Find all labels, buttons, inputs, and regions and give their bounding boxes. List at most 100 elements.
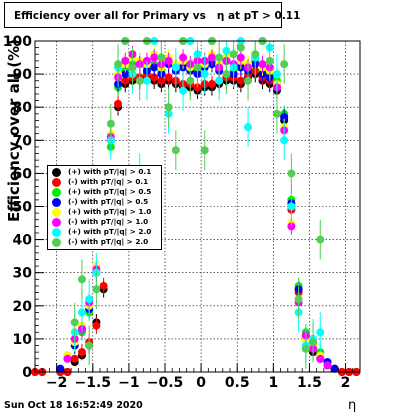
data-point	[121, 56, 130, 65]
legend-swatch	[52, 167, 61, 177]
series-7	[70, 37, 325, 369]
data-point	[272, 70, 281, 79]
y-tick-label: 20	[13, 299, 33, 315]
data-point	[222, 46, 231, 55]
x-tick-label: 1	[268, 375, 278, 391]
legend-swatch	[52, 217, 61, 227]
x-tick-label: −0.5	[147, 375, 184, 391]
legend-label: (+) with pT/|q| > 2.0	[68, 227, 152, 236]
legend-label: (+) with pT/|q| > 0.1	[68, 167, 152, 176]
data-point	[193, 63, 202, 72]
data-point	[280, 60, 289, 69]
x-tick-label: 0.5	[225, 375, 250, 391]
legend-entry: (+) with pT/|q| > 0.5	[52, 187, 151, 197]
data-point	[258, 60, 267, 69]
y-tick-label: 30	[13, 266, 33, 282]
data-point	[280, 113, 289, 122]
x-tick-label: −2	[46, 375, 67, 391]
data-point	[200, 70, 209, 79]
data-point	[128, 63, 137, 72]
data-point	[150, 63, 159, 72]
data-point	[114, 60, 123, 69]
data-point	[280, 136, 289, 145]
data-point	[77, 308, 86, 317]
legend-label: (-) with pT/|q| > 2.0	[68, 237, 149, 246]
y-tick-label: 50	[13, 200, 33, 216]
data-point	[85, 341, 94, 350]
data-point	[186, 76, 195, 85]
legend-entry: (-) with pT/|q| > 0.5	[52, 197, 148, 207]
axis-ticks	[34, 40, 354, 373]
data-point	[150, 53, 159, 62]
data-point	[106, 119, 115, 128]
data-point	[309, 338, 318, 347]
data-point	[215, 53, 224, 62]
data-point	[121, 70, 130, 79]
x-tick-label: −1.5	[75, 375, 112, 391]
legend-entry: (-) with pT/|q| > 2.0	[52, 237, 148, 247]
legend-label: (+) with pT/|q| > 0.5	[68, 187, 152, 196]
data-point	[200, 146, 209, 155]
y-tick-label: 90	[13, 67, 33, 83]
data-point	[244, 76, 253, 85]
data-point	[63, 354, 72, 363]
data-point	[99, 281, 108, 290]
data-point	[77, 348, 86, 357]
legend-swatch	[52, 207, 61, 217]
y-tick-label: 80	[13, 100, 33, 116]
data-point	[294, 295, 303, 304]
data-point	[316, 328, 325, 337]
data-point	[56, 364, 65, 373]
data-point	[272, 109, 281, 118]
data-point	[92, 285, 101, 294]
legend-swatch	[52, 227, 61, 237]
data-point	[222, 70, 231, 79]
data-point	[85, 295, 94, 304]
legend: (+) with pT/|q| > 0.1 (-) with pT/|q| > …	[47, 165, 162, 250]
y-tick-label: 100	[3, 34, 32, 50]
y-tick-label: 40	[13, 233, 33, 249]
legend-entry: (-) with pT/|q| > 0.1	[52, 177, 148, 187]
legend-entry: (+) with pT/|q| > 0.1	[52, 167, 151, 177]
data-point	[70, 354, 79, 363]
data-point	[207, 80, 216, 89]
chart-title: Efficiency over all for Primary vs η at …	[4, 2, 300, 28]
tick-labels: −2 −1.5 −1 −0.5 0 0.5 1 1.5 20102030405060708090…	[3, 34, 351, 391]
legend-entry: (+) with pT/|q| > 2.0	[52, 227, 151, 237]
legend-entry: (+) with pT/|q| > 1.0	[52, 207, 151, 217]
data-point	[287, 169, 296, 178]
data-point	[92, 321, 101, 330]
y-tick-label: 70	[13, 133, 33, 149]
data-point	[316, 235, 325, 244]
data-point	[142, 76, 151, 85]
data-point	[265, 56, 274, 65]
x-axis-label: η	[348, 398, 357, 413]
legend-label: (-) with pT/|q| > 0.1	[68, 177, 149, 186]
legend-label: (-) with pT/|q| > 1.0	[68, 217, 149, 226]
data-point	[207, 53, 216, 62]
legend-swatch	[52, 197, 61, 207]
data-point	[135, 76, 144, 85]
x-tick-label: 1.5	[297, 375, 322, 391]
x-tick-label: 0	[196, 375, 206, 391]
data-point	[236, 53, 245, 62]
legend-label: (-) with pT/|q| > 0.5	[68, 197, 149, 206]
data-point	[114, 99, 123, 108]
data-point	[244, 123, 253, 132]
data-point	[323, 361, 332, 370]
legend-swatch	[52, 237, 61, 247]
data-point	[251, 50, 260, 59]
data-point	[316, 354, 325, 363]
data-point	[171, 63, 180, 72]
x-tick-label: 2	[341, 375, 351, 391]
y-tick-label: 10	[13, 332, 33, 348]
data-point	[171, 146, 180, 155]
x-tick-label: −1	[118, 375, 139, 391]
legend-label: (+) with pT/|q| > 1.0	[68, 207, 152, 216]
data-point	[164, 56, 173, 65]
data-points	[31, 37, 361, 376]
legend-swatch	[52, 187, 61, 197]
data-point	[150, 73, 159, 82]
data-point	[229, 50, 238, 59]
